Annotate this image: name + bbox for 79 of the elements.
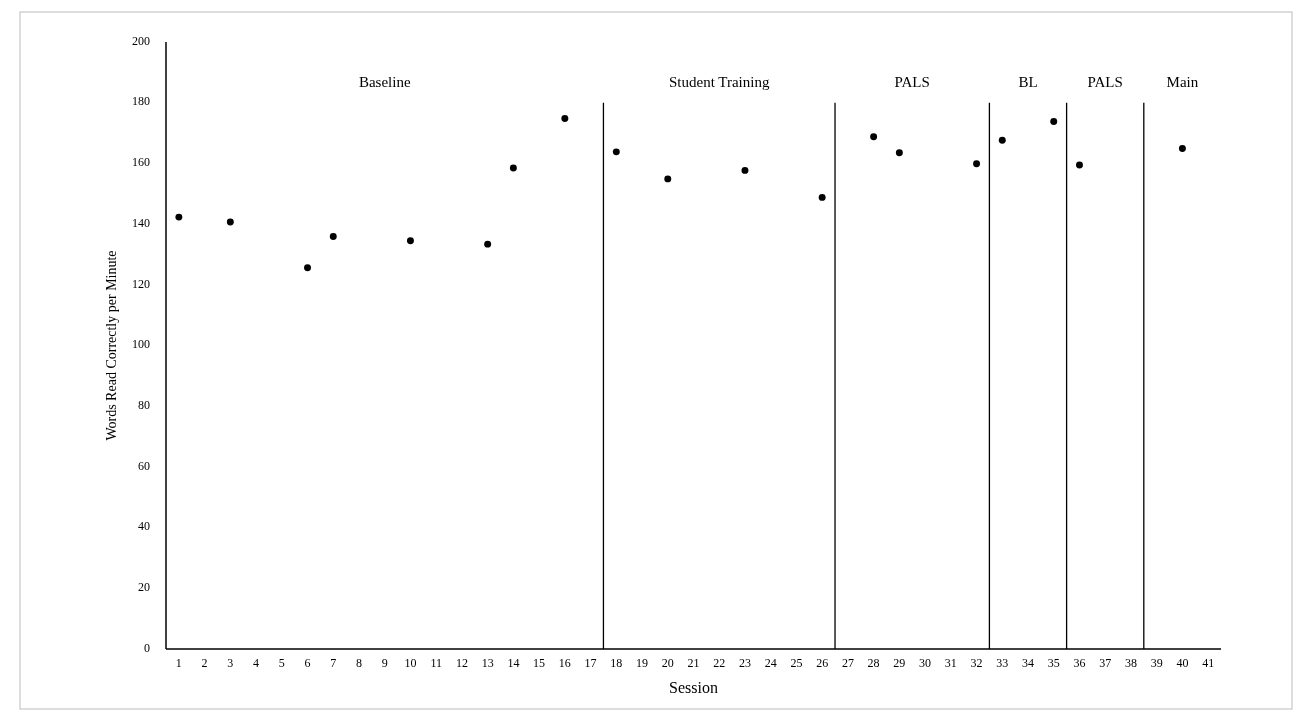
annotation: PALS <box>1087 74 1123 90</box>
x-tick-label: 2 <box>201 656 208 670</box>
x-tick-label: 37 <box>1099 656 1112 670</box>
x-tick-label: 4 <box>253 656 260 670</box>
x-tick-label: 40 <box>1176 656 1189 670</box>
x-axis-title: Session <box>669 679 718 696</box>
point <box>329 233 337 241</box>
x-tick-label: 35 <box>1047 656 1060 670</box>
x-tick-label: 27 <box>841 656 854 670</box>
annotation: Main <box>1166 74 1199 90</box>
x-tick-label: 26 <box>816 656 829 670</box>
point <box>664 175 672 183</box>
y-tick-label: 80 <box>138 397 150 412</box>
annotation: Baseline <box>358 74 411 90</box>
x-tick-label: 9 <box>381 656 388 670</box>
x-tick-label: 33 <box>996 656 1009 670</box>
x-tick-label: 16 <box>558 656 571 670</box>
x-tick-label: 17 <box>584 656 597 670</box>
x-tick-label: 20 <box>661 656 674 670</box>
y-tick-label: 0 <box>144 640 150 655</box>
x-tick-label: 10 <box>404 656 417 670</box>
x-tick-label: 6 <box>304 656 311 670</box>
annotation: PALS <box>894 74 930 90</box>
x-tick-label: 34 <box>1022 656 1035 670</box>
x-tick-label: 23 <box>738 656 751 670</box>
point <box>406 237 414 245</box>
annotation: Student Training <box>669 74 770 90</box>
point <box>509 164 517 172</box>
x-tick-label: 12 <box>455 656 468 670</box>
y-tick-label: 140 <box>132 215 150 230</box>
x-tick-label: 3 <box>227 656 234 670</box>
x-tick-label: 28 <box>867 656 880 670</box>
point <box>998 136 1006 144</box>
x-tick-label: 15 <box>533 656 546 670</box>
x-tick-label: 1 <box>175 656 182 670</box>
y-tick-label: 120 <box>132 276 150 291</box>
x-tick-label: 13 <box>481 656 494 670</box>
x-tick-label: 38 <box>1124 656 1137 670</box>
y-tick-label: 60 <box>138 458 150 473</box>
annotation: BL <box>1018 74 1038 90</box>
point <box>304 264 311 272</box>
x-tick-label: 8 <box>355 656 362 670</box>
x-tick-label: 22 <box>713 656 726 670</box>
point <box>973 160 981 168</box>
point <box>1178 145 1186 152</box>
point <box>870 133 878 141</box>
x-tick-label: 21 <box>687 656 700 670</box>
y-tick-label: 180 <box>132 94 150 109</box>
point <box>818 193 826 201</box>
x-tick-label: 41 <box>1202 656 1215 670</box>
point <box>561 115 569 122</box>
x-tick-label: 25 <box>790 656 803 670</box>
x-tick-label: 14 <box>507 656 520 670</box>
y-tick-label: 20 <box>138 580 150 595</box>
y-axis-title: Words Read Correctly per Minute <box>104 250 119 441</box>
point <box>226 218 234 226</box>
y-tick-label: 200 <box>132 33 150 48</box>
x-tick-label: 32 <box>970 656 983 670</box>
point <box>1050 118 1058 125</box>
x-tick-label: 11 <box>430 656 442 670</box>
x-tick-label: 29 <box>893 656 906 670</box>
x-tick-label: 5 <box>278 656 285 670</box>
point <box>1076 161 1083 169</box>
x-tick-label: 39 <box>1150 656 1163 670</box>
x-tick-label: 24 <box>764 656 777 670</box>
x-tick-label: 18 <box>610 656 623 670</box>
point <box>895 149 903 157</box>
x-tick-label: 36 <box>1073 656 1086 670</box>
y-tick-label: 40 <box>138 519 150 534</box>
point <box>612 148 620 156</box>
x-tick-label: 19 <box>636 656 649 670</box>
x-tick-label: 31 <box>944 656 957 670</box>
x-tick-label: 7 <box>330 656 337 670</box>
y-tick-label: 100 <box>132 337 150 352</box>
point <box>741 166 749 174</box>
point <box>175 213 183 221</box>
x-tick-label: 30 <box>919 656 932 670</box>
y-tick-label: 160 <box>132 155 150 170</box>
point <box>484 240 492 248</box>
